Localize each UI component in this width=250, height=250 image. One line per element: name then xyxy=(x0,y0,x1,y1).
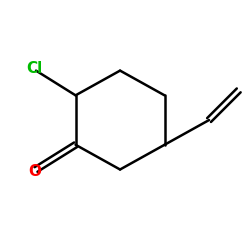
Text: O: O xyxy=(28,164,41,180)
Text: Cl: Cl xyxy=(27,61,43,76)
